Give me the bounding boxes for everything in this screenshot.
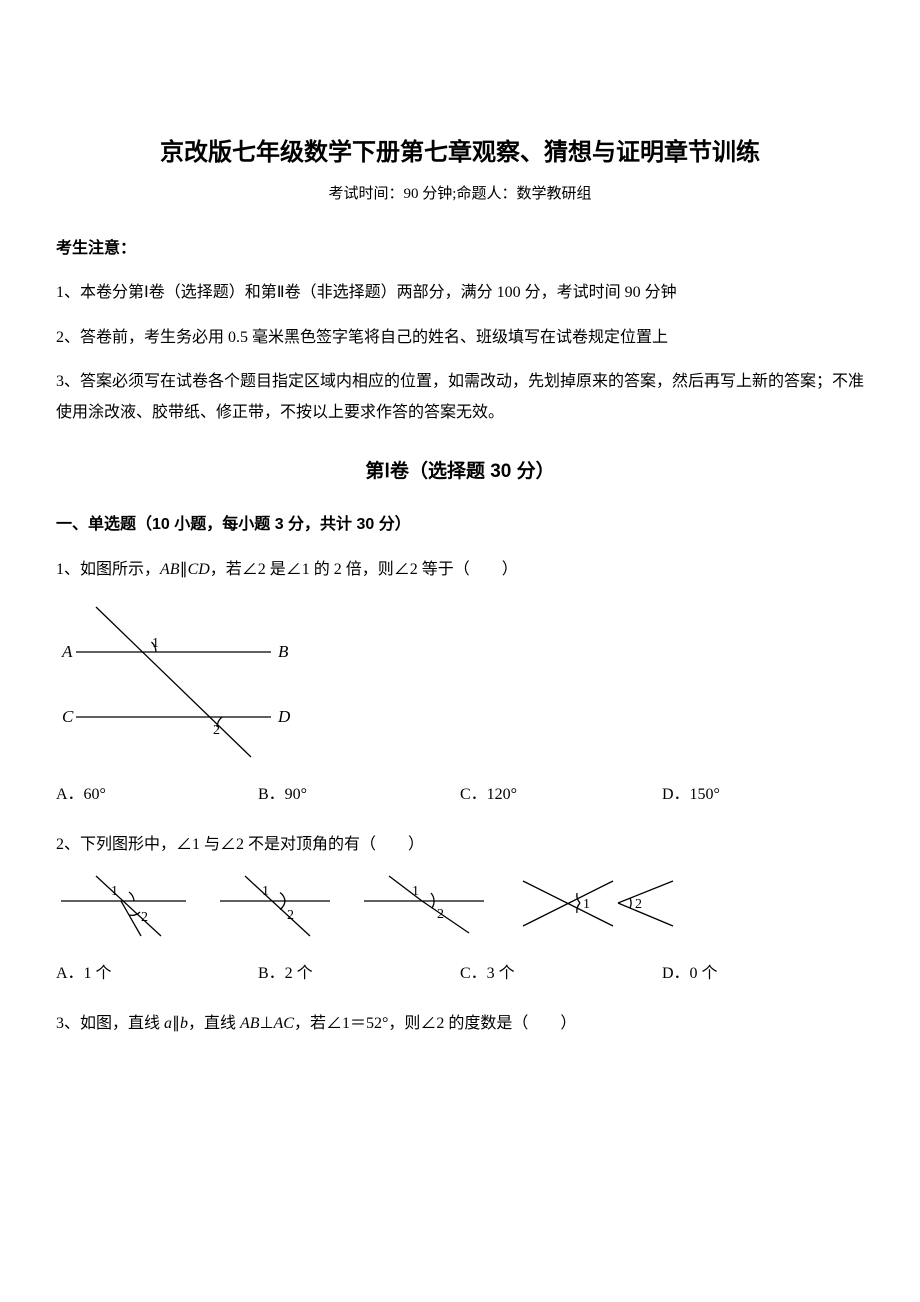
q1-figure: A B C D 1 2 (56, 597, 864, 762)
q1-ab: AB (160, 561, 180, 578)
q2-opt-B: B．2 个 (258, 959, 460, 989)
part-1-heading: 一、单选题（10 小题，每小题 3 分，共计 30 分） (56, 510, 864, 540)
q2-options: A．1 个 B．2 个 C．3 个 D．0 个 (56, 959, 864, 989)
q2f2-a2: 2 (287, 908, 294, 923)
q2-opt-D: D．0 个 (662, 959, 864, 989)
notice-1: 1、本卷分第Ⅰ卷（选择题）和第Ⅱ卷（非选择题）两部分，满分 100 分，考试时间… (56, 278, 864, 308)
q2f3-a1: 1 (412, 884, 419, 899)
q2-fig-1: 1 2 (56, 871, 191, 941)
q1-opt-B: B．90° (258, 780, 460, 810)
q1-cd: CD (188, 561, 210, 578)
q2f2-a1: 1 (262, 884, 269, 899)
notice-heading: 考生注意： (56, 234, 864, 264)
q1-opt-C: C．120° (460, 780, 662, 810)
notice-2: 2、答卷前，考生务必用 0.5 毫米黑色签字笔将自己的姓名、班级填写在试卷规定位… (56, 323, 864, 353)
q1-opt-A: A．60° (56, 780, 258, 810)
page-subtitle: 考试时间：90 分钟;命题人：数学教研组 (56, 180, 864, 209)
q2-opt-C: C．3 个 (460, 959, 662, 989)
q1-label-D: D (277, 707, 291, 726)
q2-fig-4: 1 2 (513, 871, 683, 941)
q2-opt-A: A．1 个 (56, 959, 258, 989)
q1-par: ∥ (180, 561, 188, 578)
section-1-heading: 第Ⅰ卷（选择题 30 分） (56, 454, 864, 490)
q2-text: 2、下列图形中，∠1 与∠2 不是对顶角的有（ ） (56, 830, 864, 860)
q3-AC: AC (274, 1015, 294, 1032)
q1-label-A: A (61, 642, 73, 661)
q2f1-a1: 1 (111, 884, 118, 899)
q3-mid2: ，若∠1＝52°，则∠2 的度数是（ ） (294, 1015, 576, 1032)
q2f4-a1: 1 (583, 897, 590, 912)
q3-mid1: ，直线 (188, 1015, 240, 1032)
q3-text: 3、如图，直线 a∥b，直线 AB⊥AC，若∠1＝52°，则∠2 的度数是（ ） (56, 1009, 864, 1039)
q2-figures: 1 2 1 2 1 2 (56, 871, 864, 941)
q2-fig-3: 1 2 (359, 871, 489, 941)
q2-fig-2: 1 2 (215, 871, 335, 941)
notice-3: 3、答案必须写在试卷各个题目指定区域内相应的位置，如需改动，先划掉原来的答案，然… (56, 367, 864, 428)
q1-tail: ，若∠2 是∠1 的 2 倍，则∠2 等于（ ） (210, 561, 518, 578)
q2f1-a2: 2 (141, 910, 148, 925)
q3-par: ∥ (172, 1015, 180, 1032)
q3-perp: ⊥ (260, 1015, 274, 1032)
q1-text: 1、如图所示，AB∥CD，若∠2 是∠1 的 2 倍，则∠2 等于（ ） (56, 555, 864, 585)
q1-angle-2: 2 (213, 723, 220, 738)
q1-label-C: C (62, 707, 74, 726)
q3-prefix: 3、如图，直线 (56, 1015, 164, 1032)
q3-AB: AB (240, 1015, 260, 1032)
page-title: 京改版七年级数学下册第七章观察、猜想与证明章节训练 (56, 130, 864, 176)
q1-label-B: B (278, 642, 289, 661)
q1-options: A．60° B．90° C．120° D．150° (56, 780, 864, 810)
q1-angle-1: 1 (152, 636, 159, 651)
q2f3-a2: 2 (437, 907, 444, 922)
q3-b: b (180, 1015, 188, 1032)
q1-opt-D: D．150° (662, 780, 864, 810)
q2f4-a2: 2 (635, 897, 642, 912)
q3-a: a (164, 1015, 172, 1032)
q1-prefix: 1、如图所示， (56, 561, 160, 578)
